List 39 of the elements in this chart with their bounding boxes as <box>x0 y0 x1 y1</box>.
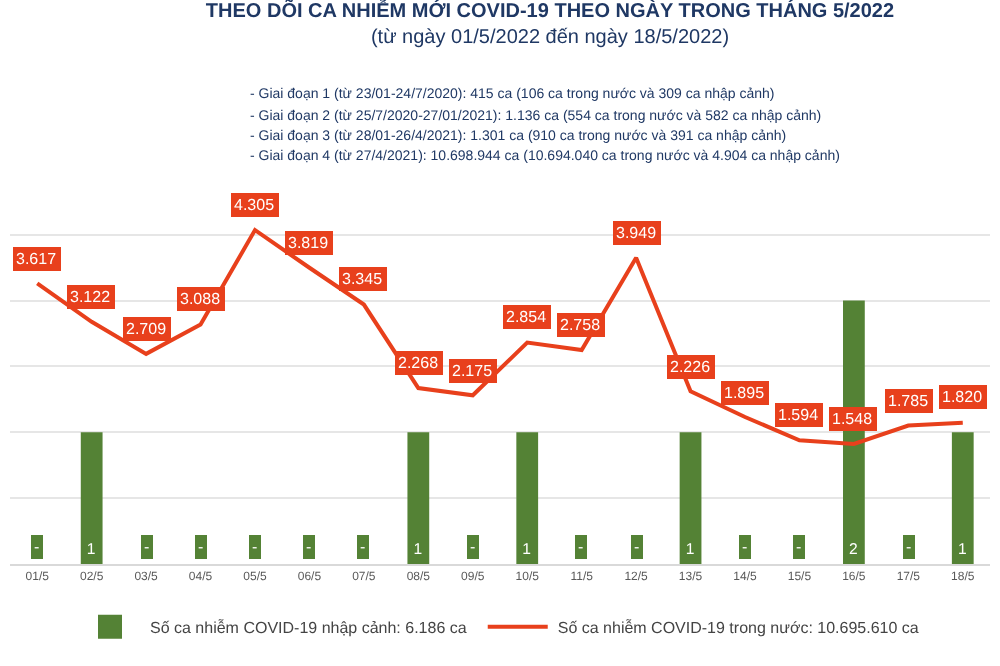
data-label: - <box>906 538 912 556</box>
data-label: 1.785 <box>888 392 930 410</box>
data-label: - <box>634 538 640 556</box>
data-label: 2.854 <box>506 308 548 326</box>
data-label: 2.758 <box>560 316 602 334</box>
data-label: - <box>34 538 40 556</box>
data-label: 2 <box>849 540 858 559</box>
data-label: - <box>360 538 366 556</box>
data-label: 3.617 <box>16 250 58 268</box>
data-label: 3.088 <box>180 290 222 308</box>
data-label: 2.709 <box>126 320 168 338</box>
data-label: 3.122 <box>70 288 112 306</box>
data-label: - <box>742 538 748 556</box>
chart-subtitle: (từ ngày 01/5/2022 đến ngày 18/5/2022) <box>370 26 730 49</box>
data-label: 1 <box>685 540 695 559</box>
data-label: 1 <box>957 540 967 559</box>
data-label: 2.175 <box>452 362 494 380</box>
data-label: - <box>578 538 584 556</box>
legend-label: Số ca nhiễm COVID-19 trong nước: 10.695.610 ca <box>557 618 920 637</box>
data-label: 1.594 <box>778 406 820 424</box>
data-label: 3.345 <box>342 270 384 288</box>
data-label: 1 <box>413 540 423 559</box>
data-label: 2.226 <box>670 358 712 376</box>
data-label: 3.819 <box>288 234 330 252</box>
data-label: - <box>144 538 150 556</box>
data-label: - <box>252 538 258 556</box>
data-label: 1.548 <box>832 410 874 428</box>
data-label: 4.305 <box>234 196 276 214</box>
data-label: 2.268 <box>398 354 440 372</box>
data-label: 1 <box>522 540 532 559</box>
data-label: - <box>306 538 312 556</box>
data-label: - <box>198 538 204 556</box>
data-label: 1 <box>86 540 96 559</box>
data-label: - <box>470 538 476 556</box>
data-label: 1.895 <box>724 384 766 402</box>
data-label: 3.949 <box>616 224 658 242</box>
data-label: 1.820 <box>942 388 984 406</box>
legend-label: Số ca nhiễm COVID-19 nhập cảnh: 6.186 ca <box>150 618 468 637</box>
data-label: - <box>796 538 802 556</box>
